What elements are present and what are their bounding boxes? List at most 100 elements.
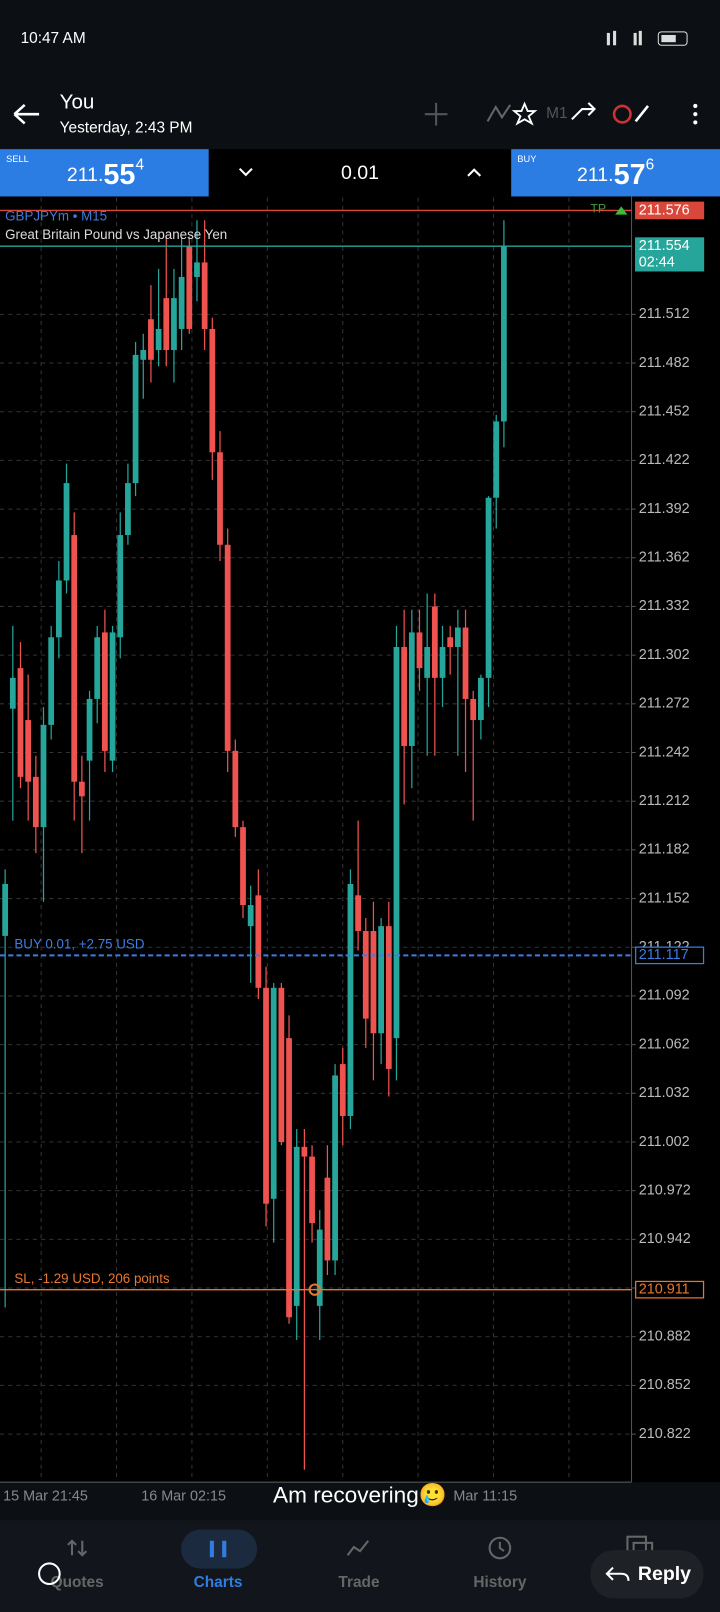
y-tick-label: 211.482 (639, 355, 690, 371)
tp-arrow (615, 206, 628, 215)
candle-body (401, 647, 408, 747)
candle-body (355, 895, 361, 932)
level-price: 211.554 (639, 238, 690, 254)
candle-body (247, 905, 254, 927)
candle-body (493, 421, 500, 498)
x-tick-label: 16 Mar 02:15 (141, 1488, 226, 1504)
level-price-box (635, 237, 705, 272)
y-tick-label: 211.452 (639, 404, 690, 420)
candle-body (17, 668, 24, 777)
candle-body (324, 1177, 331, 1261)
reply-button[interactable] (590, 1550, 704, 1599)
draw-icon[interactable] (634, 105, 650, 123)
candle-body (125, 483, 131, 536)
volume[interactable]: 0.01 (341, 162, 379, 184)
price-axis: 211.512 211.482 211.452 211.422 211.392 211.3… (631, 201, 705, 1442)
buy-price: 211.576 (577, 157, 654, 191)
levels: TP BUY 0.01, +2.75 USD SL, -1.29 USD, 206 … (0, 202, 632, 1296)
sell-button[interactable] (0, 149, 209, 197)
back-button[interactable] (13, 103, 40, 125)
candle-body (148, 319, 154, 360)
chart-area (0, 196, 720, 1483)
volume-up[interactable] (467, 168, 482, 177)
y-tick-label: 211.002 (639, 1134, 690, 1150)
nav-items: QuotesChartsTradeHistoryMessages (51, 1574, 677, 1591)
trade-icon[interactable] (571, 102, 596, 121)
candle-body (339, 1064, 346, 1117)
sell-price: 211.554 (67, 157, 145, 191)
nav-item[interactable]: History (473, 1574, 527, 1591)
candle-body (186, 246, 193, 329)
indicator-icon[interactable] (486, 104, 512, 122)
buy-button[interactable] (511, 149, 720, 197)
y-tick-label: 211.152 (639, 890, 690, 906)
top-bar (0, 0, 720, 150)
candle-body (155, 328, 162, 351)
candle-body (286, 1038, 292, 1318)
candle-body (217, 452, 223, 545)
emoji-button[interactable] (38, 1562, 61, 1586)
reply-label[interactable]: Reply (638, 1563, 691, 1585)
candle-body (447, 637, 454, 648)
timeframe[interactable]: M1 (546, 105, 567, 122)
candle-body (171, 298, 177, 351)
candle-body (454, 627, 461, 648)
candle-body (408, 632, 415, 747)
candles (2, 220, 507, 1470)
candle-body (439, 647, 446, 678)
y-tick-label: 210.822 (639, 1426, 691, 1442)
level-price: 211.576 (639, 202, 690, 218)
candle-body (332, 1075, 338, 1261)
candle-body (102, 632, 108, 751)
volume-box (208, 149, 512, 197)
menu-icon[interactable] (693, 103, 698, 125)
y-tick-label: 211.092 (639, 988, 690, 1004)
y-tick-label: 211.362 (639, 550, 690, 566)
y-tick-label: 211.512 (639, 306, 690, 322)
candle-body (431, 606, 438, 678)
chart-subtitle: Great Britain Pound vs Japanese Yen (5, 227, 227, 242)
candle-body (132, 354, 139, 484)
candle-body (71, 535, 78, 782)
volume-down[interactable] (238, 167, 253, 177)
objects-icon[interactable] (612, 104, 632, 124)
candle-body (78, 781, 85, 797)
candle-body (140, 350, 147, 360)
candle-body (232, 750, 239, 828)
candle-body (270, 987, 277, 1199)
candle-body (86, 698, 93, 761)
candle-body (224, 544, 231, 751)
nav-item[interactable]: Quotes (51, 1574, 104, 1591)
favorite-icon[interactable] (511, 101, 538, 126)
candle-body (63, 483, 70, 581)
grid (0, 197, 632, 1482)
candle-body (40, 724, 47, 828)
buy-label: BUY (517, 154, 536, 164)
y-tick-label: 210.852 (639, 1377, 691, 1393)
candle-body (48, 637, 55, 725)
y-tick-label: 211.032 (639, 1085, 690, 1101)
nav-item[interactable]: Charts (194, 1574, 243, 1591)
candle-body (2, 883, 9, 936)
status-time: 10:47 AM (21, 30, 86, 47)
candle-body (55, 580, 62, 638)
candle-body (117, 535, 124, 638)
level-price-box (635, 201, 705, 220)
candle-body (201, 262, 208, 329)
level-time: 02:44 (639, 254, 675, 270)
x-tick-label: Mar 11:15 (453, 1488, 517, 1504)
nav-item[interactable]: Trade (338, 1574, 380, 1591)
crosshair-icon[interactable] (424, 102, 448, 126)
candle-body (385, 926, 392, 1069)
candle-body (301, 1146, 308, 1157)
level-label: TP (590, 202, 606, 216)
y-tick-label: 211.272 (639, 696, 690, 712)
reply-icon (605, 1566, 630, 1581)
y-tick-label: 211.242 (639, 744, 690, 760)
candle-body (316, 1229, 323, 1306)
level-price-box (635, 1280, 705, 1299)
candle-body (9, 677, 16, 709)
candle-body (209, 328, 216, 453)
sl-marker (308, 1283, 321, 1296)
level-label: BUY 0.01, +2.75 USD (14, 937, 144, 952)
